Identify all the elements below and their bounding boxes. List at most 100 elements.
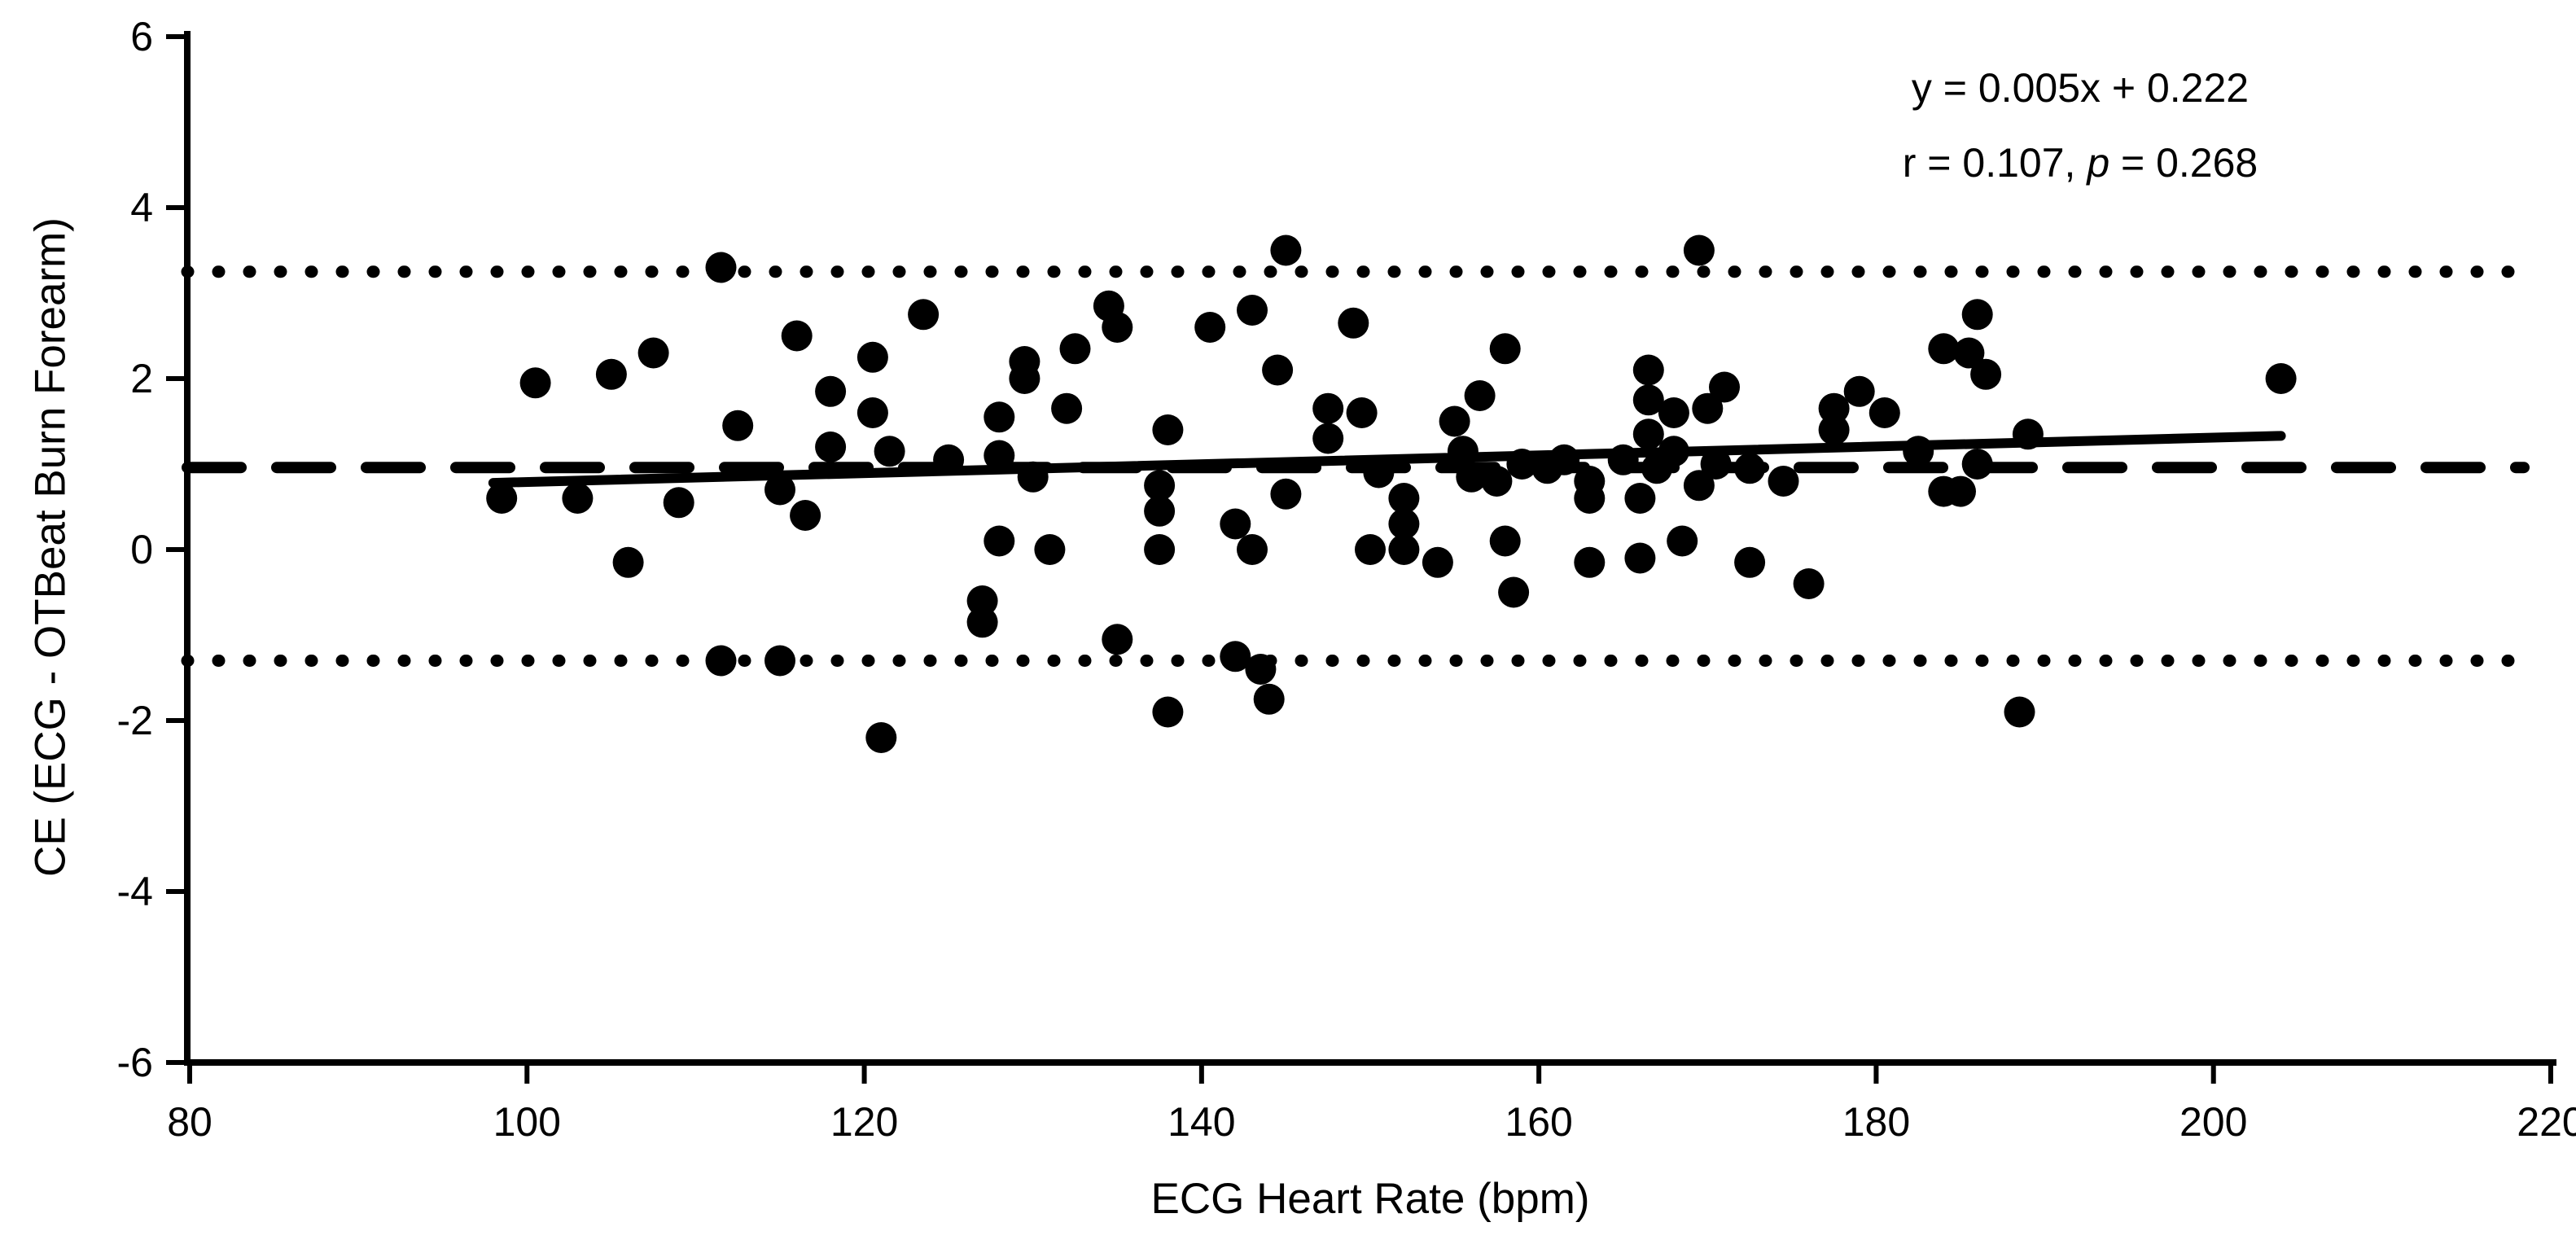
data-point — [1489, 333, 1521, 365]
data-point — [1506, 449, 1538, 480]
data-point — [1363, 457, 1395, 488]
axes — [166, 31, 2556, 1084]
scatter-points — [486, 234, 2297, 753]
data-point — [1928, 333, 1960, 365]
data-point — [1059, 333, 1091, 365]
data-point — [1220, 641, 1251, 673]
data-point — [1624, 542, 1656, 574]
data-point — [874, 436, 905, 467]
x-tick-label: 120 — [830, 1099, 898, 1145]
data-point — [1793, 568, 1825, 599]
data-point — [1144, 495, 1176, 527]
y-axis-title: CE (ECG - OTBeat Burn Forearm) — [26, 217, 75, 877]
data-point — [1456, 461, 1487, 493]
y-tick-label: 2 — [130, 356, 153, 401]
data-point — [865, 722, 897, 753]
data-point — [1102, 624, 1133, 655]
data-point — [1709, 371, 1740, 403]
y-tick-label: 4 — [130, 185, 153, 230]
data-point — [2004, 696, 2035, 728]
data-point — [790, 500, 821, 531]
data-point — [1700, 449, 1732, 480]
data-point — [1245, 654, 1277, 685]
data-point — [1868, 397, 1900, 428]
data-point — [856, 397, 888, 428]
data-point — [764, 645, 795, 677]
data-point — [856, 341, 888, 373]
data-point — [933, 444, 965, 475]
data-point — [705, 645, 737, 677]
data-point — [1338, 307, 1369, 339]
data-point — [2265, 363, 2297, 394]
data-point — [1144, 534, 1176, 565]
data-point — [984, 440, 1015, 471]
data-point — [1388, 534, 1420, 565]
data-point — [1388, 508, 1420, 540]
x-tick-label: 80 — [167, 1099, 212, 1145]
data-point — [663, 487, 694, 519]
data-point — [966, 607, 998, 638]
data-point — [1970, 358, 2002, 390]
data-point — [1549, 444, 1580, 475]
x-tick-label: 100 — [493, 1099, 561, 1145]
data-point — [1498, 576, 1530, 608]
y-tick-label: 6 — [130, 14, 153, 59]
data-point — [984, 525, 1015, 557]
regression-line — [488, 431, 2286, 488]
data-point — [1692, 392, 1724, 424]
data-point — [562, 483, 594, 514]
y-tick-label: -2 — [117, 698, 153, 743]
data-point — [1270, 478, 1302, 510]
data-point — [1818, 392, 1850, 424]
data-point — [1439, 405, 1470, 437]
data-point — [764, 474, 795, 506]
x-tick-label: 200 — [2180, 1099, 2247, 1145]
data-point — [815, 432, 847, 462]
data-point — [1961, 299, 1993, 331]
y-tick-label: -4 — [117, 869, 153, 914]
data-point — [1051, 392, 1083, 424]
y-tick-label: -6 — [117, 1040, 153, 1085]
data-point — [1481, 466, 1513, 497]
x-tick-label: 220 — [2517, 1099, 2576, 1145]
data-point — [1388, 483, 1420, 514]
data-point — [1683, 470, 1715, 502]
data-point — [1667, 525, 1698, 557]
data-point — [1632, 384, 1664, 416]
data-point — [1945, 475, 1976, 507]
data-point — [1237, 534, 1268, 565]
data-point — [908, 299, 940, 331]
data-point — [815, 375, 847, 407]
data-point — [1624, 483, 1656, 514]
x-tick-label: 160 — [1505, 1099, 1572, 1145]
data-point — [1734, 453, 1766, 484]
data-point — [1489, 525, 1521, 557]
limits-of-agreement-lines — [181, 265, 2530, 667]
data-point — [1447, 436, 1479, 467]
data-point — [1574, 546, 1606, 578]
data-point — [1464, 380, 1496, 411]
y-tick-label: 0 — [130, 527, 153, 572]
data-point — [1152, 414, 1184, 445]
data-point — [1346, 397, 1378, 428]
data-point — [1253, 683, 1285, 715]
regression-equation: y = 0.005x + 0.222 — [1911, 65, 2250, 111]
data-point — [637, 337, 669, 369]
data-point — [1658, 397, 1689, 428]
trend-line — [488, 431, 2286, 488]
data-point — [1683, 234, 1715, 266]
data-point — [1953, 337, 1985, 369]
data-point — [1574, 483, 1606, 514]
data-point — [722, 410, 754, 441]
data-point — [1034, 534, 1066, 565]
data-point — [2012, 418, 2044, 450]
data-point — [1843, 375, 1875, 407]
data-point — [1607, 444, 1639, 475]
data-point — [1009, 363, 1040, 394]
data-point — [781, 320, 813, 352]
data-point — [1270, 234, 1302, 266]
data-point — [1632, 354, 1664, 386]
data-point — [595, 358, 627, 390]
data-point — [1237, 295, 1268, 326]
data-point — [1262, 354, 1294, 386]
